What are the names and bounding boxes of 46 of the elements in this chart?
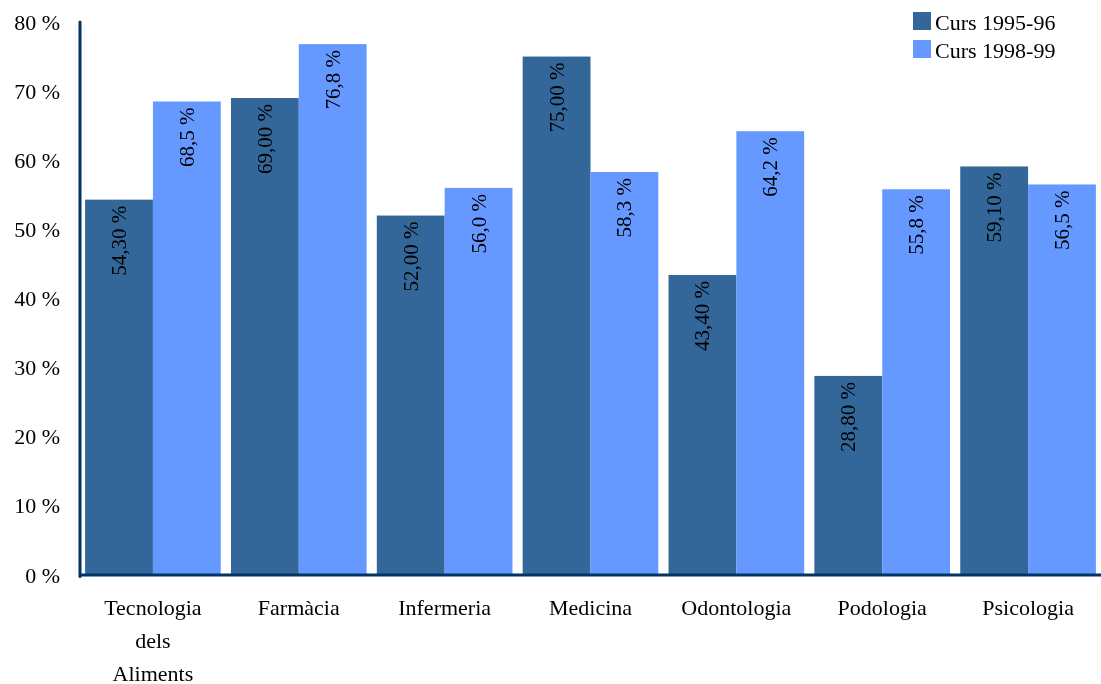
y-tick-label: 40 % xyxy=(14,286,60,311)
data-label: 43,40 % xyxy=(690,281,715,351)
bar xyxy=(230,98,299,575)
bar xyxy=(736,131,805,575)
x-tick-label: Infermeria xyxy=(398,594,492,620)
y-tick-label: 20 % xyxy=(14,424,60,450)
bar xyxy=(376,215,445,575)
bar xyxy=(668,275,737,575)
data-label: 55,8 % xyxy=(904,195,929,255)
x-tick-label: Odontologia xyxy=(681,594,792,620)
data-label: 75,00 % xyxy=(544,62,569,133)
bar xyxy=(814,375,883,575)
bar xyxy=(882,189,951,575)
data-label: 28,80 % xyxy=(836,381,861,452)
y-tick-label: 10 % xyxy=(14,493,60,519)
data-label: 69,00 % xyxy=(252,104,277,175)
bar xyxy=(590,172,659,575)
legend-label: Curs 1998-99 xyxy=(935,37,1056,63)
bar xyxy=(522,56,591,575)
data-label: 59,10 % xyxy=(982,172,1007,243)
bar xyxy=(960,166,1029,575)
y-tick-label: 70 % xyxy=(14,78,60,104)
x-tick-label: Medicina xyxy=(548,594,633,620)
y-tick-label: 80 % xyxy=(14,9,60,35)
y-tick-label: 0 % xyxy=(25,562,60,588)
data-label: 56,0 % xyxy=(466,193,491,254)
legend-label: Curs 1995-96 xyxy=(935,9,1056,35)
x-tick-label: Psicologia xyxy=(982,594,1075,620)
data-label: 68,5 % xyxy=(174,107,199,167)
x-tick-label: Tecnologia dels Aliments xyxy=(104,594,202,684)
y-tick-label: 60 % xyxy=(14,147,60,173)
y-tick-label: 50 % xyxy=(14,216,60,242)
data-label: 54,30 % xyxy=(107,205,132,276)
bar xyxy=(444,187,513,575)
bar xyxy=(152,101,221,575)
data-label: 52,00 % xyxy=(398,221,423,292)
y-tick-label: 30 % xyxy=(14,355,60,381)
x-tick-label: Farmàcia xyxy=(257,594,340,620)
bar xyxy=(1028,184,1096,575)
bar xyxy=(298,44,367,575)
data-label: 76,8 % xyxy=(320,50,345,110)
data-label: 64,2 % xyxy=(758,137,783,197)
data-label: 56,5 % xyxy=(1049,190,1074,250)
bar xyxy=(85,199,153,575)
x-tick-label: Podologia xyxy=(837,594,928,620)
data-label: 58,3 % xyxy=(612,178,637,238)
